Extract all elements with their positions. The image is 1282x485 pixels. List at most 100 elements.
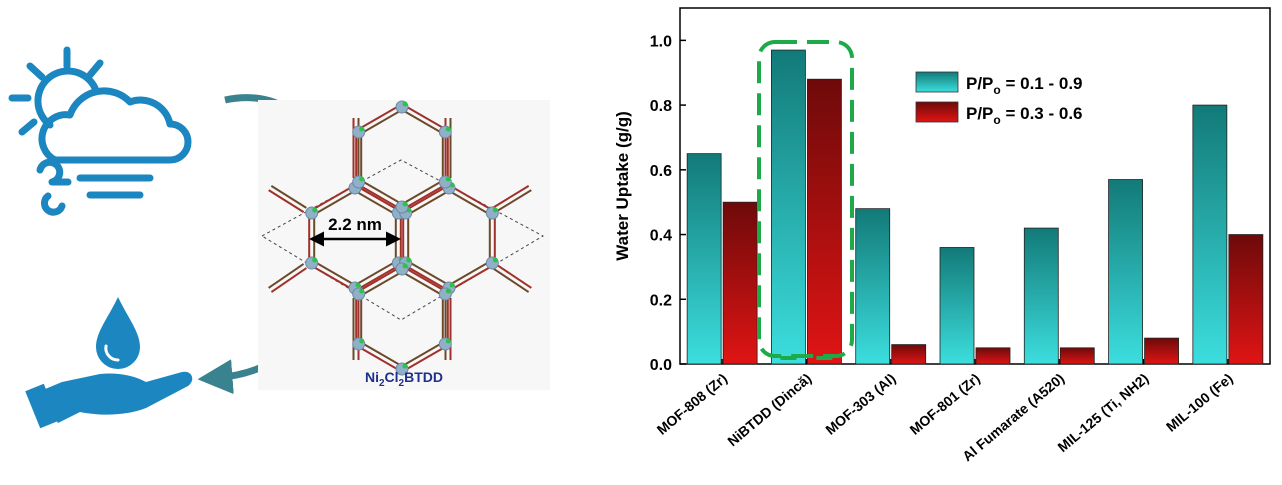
- chlorine-atom: [492, 207, 498, 213]
- linker-strand: [402, 345, 448, 373]
- linker-strand: [312, 259, 357, 287]
- linker-strand: [359, 108, 404, 136]
- linker-strand: [492, 267, 530, 293]
- linker-strand: [402, 265, 448, 293]
- wind-icon: [36, 158, 154, 216]
- bar-series-2-2: [891, 344, 927, 365]
- linker-strand: [492, 185, 530, 209]
- linker-strand: [270, 267, 307, 293]
- water-drop-icon: [96, 297, 140, 369]
- linker-strand: [449, 184, 495, 212]
- name-part-subscript-2: 2: [399, 378, 405, 389]
- linker-strand: [359, 270, 404, 298]
- unit-cell-outline: [260, 159, 545, 321]
- chlorine-atom: [402, 201, 408, 207]
- chlorine-atom: [402, 363, 408, 369]
- bar-series-2-0: [722, 201, 758, 365]
- y-axis: 0.0 0.2 0.4 0.6 0.8 1.0: [650, 33, 686, 374]
- mof-structure-panel: 2.2 nm Ni2Cl2BTDD: [258, 100, 550, 390]
- y-tick-label: 0.2: [650, 292, 672, 309]
- bar-series-2-6: [1228, 234, 1264, 365]
- bar-series-2-5: [1144, 337, 1179, 365]
- name-part-subscript-1: 2: [379, 378, 385, 389]
- linker-strand: [356, 103, 402, 131]
- linker-strand: [309, 264, 355, 292]
- linker-strand: [359, 340, 404, 368]
- hand-water-drop-icon: [25, 297, 193, 429]
- y-axis-label: Water Uptake (g/g): [613, 111, 632, 261]
- x-tick-labels: MOF-808 (Zr)NiBTDD (Dincă) MOF-303 (Al) MO…: [654, 359, 1236, 464]
- linker-strand: [447, 189, 492, 217]
- legend-1-sub: o: [993, 83, 1000, 97]
- linker-strand: [353, 189, 398, 217]
- chlorine-atom: [359, 338, 365, 344]
- highlight-box: [757, 40, 854, 358]
- name-part-element-2: Cl: [385, 369, 399, 385]
- name-part-ligand: BTDD: [404, 369, 443, 385]
- bar-series-2-3: [975, 347, 1011, 365]
- y-tick-label: 0.0: [650, 357, 672, 374]
- linker-strand: [268, 189, 305, 213]
- pore-size-label: 2.2 nm: [328, 215, 382, 234]
- chlorine-atom: [359, 126, 365, 132]
- chlorine-atom: [312, 257, 318, 263]
- bar-series-1-0: [686, 153, 722, 365]
- chlorine-atom: [492, 257, 498, 263]
- linker-strand: [403, 184, 449, 212]
- legend-swatch-series-2: [915, 101, 959, 123]
- chlorine-atom: [312, 207, 318, 213]
- linker-strand: [268, 263, 305, 289]
- hand-icon: [38, 371, 193, 423]
- bar-series-1-4: [1023, 227, 1059, 365]
- chlorine-atom: [445, 126, 451, 132]
- chlorine-atom: [402, 101, 408, 107]
- chlorine-atom: [355, 282, 361, 288]
- chlorine-atom: [445, 176, 451, 182]
- y-tick-label: 1.0: [650, 33, 672, 50]
- linker-strand: [400, 178, 445, 206]
- x-tick-label: MIL-100 (Fe): [1163, 370, 1236, 435]
- x-tick-label: NiBTDD (Dincă): [724, 370, 814, 449]
- linker-strand: [403, 264, 449, 292]
- chlorine-atom: [406, 257, 412, 263]
- bar-series-1-5: [1108, 179, 1143, 365]
- linker-strand: [356, 345, 402, 373]
- x-tick-label: MOF-801 (Zr): [907, 370, 983, 438]
- linker-strand: [400, 340, 445, 368]
- chlorine-atom: [445, 338, 451, 344]
- x-tick-label: MOF-808 (Zr): [654, 370, 730, 438]
- linker-strand: [355, 184, 401, 212]
- bar-series-2-1: [807, 78, 842, 365]
- water-drop-shine: [104, 344, 120, 362]
- name-part-element-1: Ni: [365, 369, 379, 385]
- bar-series-1-2: [855, 208, 891, 365]
- legend-label-series-2: P/Po = 0.3 - 0.6: [966, 104, 1083, 127]
- linker-strand: [406, 259, 451, 287]
- legend-label-series-1: P/Po = 0.1 - 0.9: [966, 74, 1083, 97]
- linker-strand: [400, 270, 445, 298]
- legend-1-main: P/P: [966, 74, 993, 93]
- linker-strand: [359, 178, 404, 206]
- hand-sleeve: [25, 383, 59, 429]
- linker-strand: [402, 183, 448, 211]
- linker-strand: [494, 189, 532, 213]
- chlorine-atom: [402, 263, 408, 269]
- linker-strand: [309, 184, 355, 212]
- linker-strand: [355, 264, 401, 292]
- legend-1-range: = 0.1 - 0.9: [1001, 74, 1083, 93]
- linker-strand: [406, 189, 451, 217]
- linker-strand: [356, 183, 402, 211]
- legend-swatch-series-1: [915, 71, 959, 93]
- weather-icon: [8, 46, 192, 216]
- bar-chart: 0.0 0.2 0.4 0.6 0.8 1.0 Water Uptake (g/g) MO…: [613, 7, 1271, 464]
- linker-strand: [353, 259, 398, 287]
- linker-strand: [400, 108, 445, 136]
- sun-arc-icon: [34, 67, 99, 129]
- chlorine-atom: [359, 288, 365, 294]
- bar-series-1-1: [771, 49, 806, 365]
- x-tick-label: MIL-125 (Ti, NH2): [1054, 370, 1151, 455]
- linker-strand: [312, 189, 357, 217]
- chlorine-atom: [445, 288, 451, 294]
- linker-strand: [494, 263, 532, 289]
